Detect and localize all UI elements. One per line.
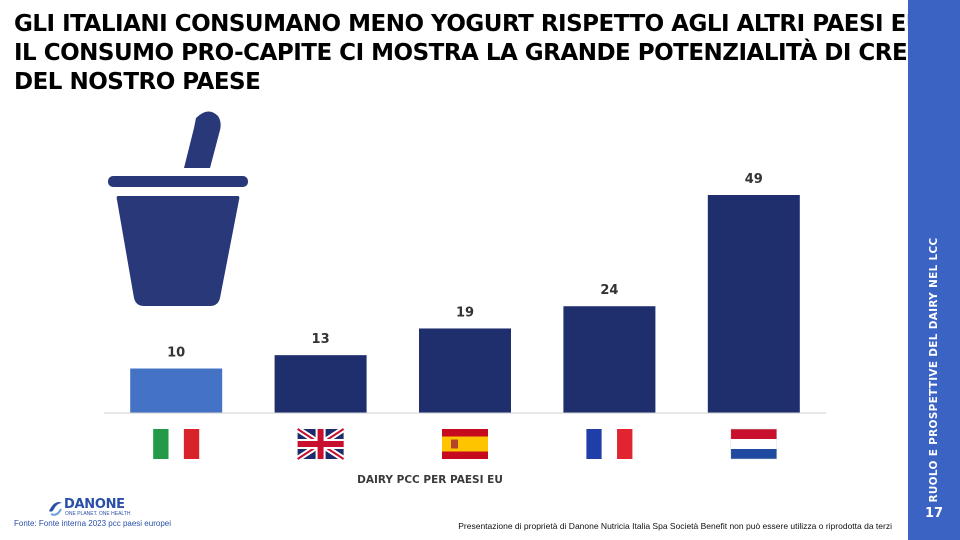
bar-italy — [130, 368, 223, 413]
bar-netherlands — [707, 195, 800, 413]
flag-spain-icon — [442, 429, 488, 459]
page-title: GLI ITALIANI CONSUMANO MENO YOGURT RISPE… — [14, 10, 960, 97]
danone-logo-icon — [49, 502, 62, 516]
source-note: Fonte: Fonte interna 2023 pcc paesi euro… — [14, 519, 171, 528]
bars-group — [130, 195, 800, 413]
disclaimer: Presentazione di proprietà di Danone Nut… — [458, 521, 892, 531]
value-label-uk: 13 — [312, 332, 330, 347]
value-label-spain: 19 — [456, 305, 474, 320]
flag-italy-icon — [153, 429, 200, 459]
bar-spain — [419, 328, 511, 413]
value-labels-group: 10 13 19 24 49 — [167, 172, 763, 361]
logo-wordmark: DANONE — [64, 497, 125, 512]
danone-logo: DANONE ONE PLANET. ONE HEALTH — [46, 497, 146, 519]
flag-france-icon — [586, 429, 633, 459]
bar-chart: 10 13 19 24 49 — [104, 111, 826, 462]
flags-group — [153, 426, 778, 462]
logo-tagline: ONE PLANET. ONE HEALTH — [65, 511, 131, 517]
value-label-france: 24 — [600, 283, 618, 298]
title-line-3: DEL NOSTRO PAESE — [14, 69, 261, 95]
page-number: 17 — [924, 506, 944, 521]
flag-netherlands-icon — [730, 428, 778, 460]
title-line-2: IL CONSUMO PRO-CAPITE CI MOSTRA LA GRAND… — [14, 40, 960, 66]
value-label-italy: 10 — [167, 346, 185, 361]
value-label-netherlands: 49 — [745, 172, 763, 187]
x-axis-label: DAIRY PCC PER PAESI EU — [357, 474, 503, 486]
bar-uk — [274, 355, 367, 413]
sidebar-section-label: RUOLO E PROSPETTIVE DEL DAIRY NEL LCC — [928, 237, 940, 503]
flag-uk-icon — [295, 426, 346, 462]
yogurt-cup-icon — [108, 111, 248, 306]
title-line-1: GLI ITALIANI CONSUMANO MENO YOGURT RISPE… — [14, 11, 933, 37]
bar-france — [563, 306, 656, 413]
sidebar: RUOLO E PROSPETTIVE DEL DAIRY NEL LCC 17 — [908, 0, 960, 540]
